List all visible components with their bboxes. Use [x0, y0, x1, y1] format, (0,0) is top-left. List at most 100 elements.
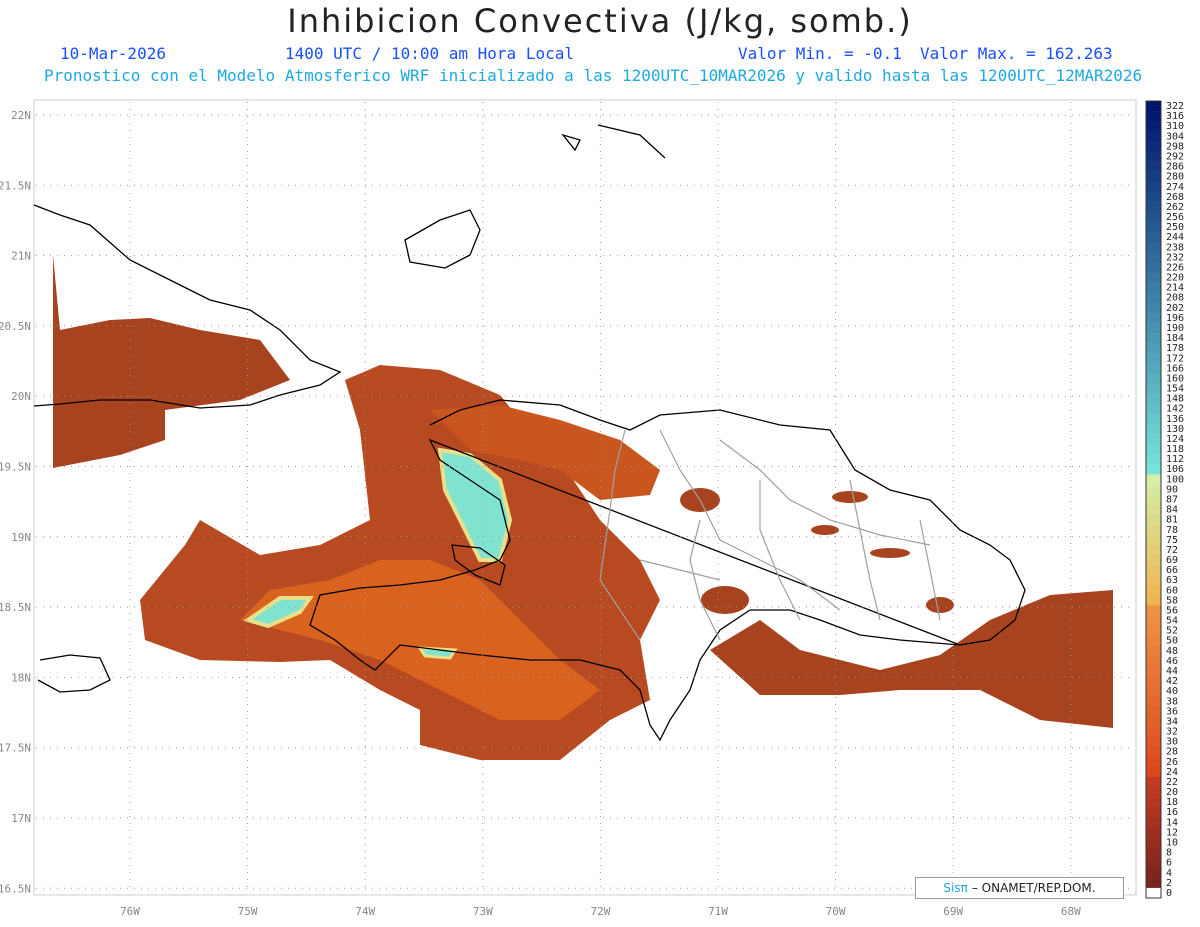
colorbar-label: 274	[1166, 182, 1184, 193]
colorbar-swatch	[1146, 857, 1161, 869]
colorbar-label: 100	[1166, 474, 1184, 485]
colorbar-swatch	[1146, 635, 1161, 647]
colorbar-swatch	[1146, 151, 1161, 162]
colorbar-label: 69	[1166, 555, 1178, 566]
colorbar-label: 75	[1166, 535, 1178, 546]
colorbar-swatch	[1146, 817, 1161, 828]
colorbar-label: 232	[1166, 252, 1184, 263]
colorbar-label: 2	[1166, 878, 1172, 889]
colorbar-label: 0	[1166, 888, 1172, 899]
forecast-label: Pronostico con el Modelo Atmosferico WRF…	[44, 66, 1143, 85]
colorbar-swatch	[1146, 464, 1161, 475]
colorbar-swatch	[1146, 726, 1161, 737]
colorbar-label: 18	[1166, 797, 1178, 808]
lon-label: 74W	[355, 905, 375, 918]
shade-west-sea-inner	[240, 560, 600, 720]
colorbar-label: 46	[1166, 656, 1178, 667]
colorbar-swatch	[1146, 101, 1161, 112]
colorbar-label: 78	[1166, 525, 1178, 536]
colorbar-swatch	[1146, 373, 1161, 384]
colorbar-swatch	[1146, 645, 1161, 657]
colorbar-label: 130	[1166, 424, 1184, 435]
colorbar-label: 238	[1166, 242, 1184, 253]
graticule	[36, 102, 1135, 893]
colorbar-label: 58	[1166, 595, 1178, 606]
colorbar-swatch	[1146, 353, 1161, 364]
colorbar-label: 118	[1166, 444, 1184, 455]
colorbar-swatch	[1146, 111, 1161, 122]
latitude-axis: 22N 21.5N 21N 20.5N 20N 19.5N 19N 18.5N 18N 17.5N…	[0, 109, 31, 895]
colorbar-swatch	[1146, 403, 1161, 415]
lon-label: 71W	[708, 905, 728, 918]
colorbar-label: 40	[1166, 686, 1178, 697]
colorbar-swatch	[1146, 585, 1161, 596]
colorbar-label: 4	[1166, 868, 1172, 879]
colorbar-label: 214	[1166, 283, 1184, 294]
colorbar-swatch	[1146, 494, 1161, 505]
colorbar-swatch	[1146, 433, 1161, 445]
colorbar-label: 166	[1166, 363, 1184, 374]
colorbar-label: 196	[1166, 313, 1184, 324]
colorbar-label: 292	[1166, 151, 1184, 162]
colorbar-swatch	[1146, 665, 1161, 677]
colorbar-swatch	[1146, 595, 1161, 606]
colorbar-swatch	[1146, 776, 1161, 788]
colorbar-swatch	[1146, 686, 1161, 697]
colorbar-label: 184	[1166, 333, 1184, 344]
colorbar-swatch	[1146, 706, 1161, 717]
colorbar-swatch	[1146, 272, 1161, 283]
date-label: 10-Mar-2026	[60, 44, 166, 63]
shade-cyan-west	[243, 596, 314, 629]
min-value-label: Valor Min. = -0.1	[738, 44, 902, 63]
colorbar-label: 280	[1166, 172, 1184, 183]
colorbar-swatch	[1146, 454, 1161, 465]
lat-label: 18N	[11, 671, 31, 684]
colorbar-label: 172	[1166, 353, 1184, 364]
colorbar-swatch	[1146, 766, 1161, 778]
shade-north-haiti	[430, 405, 660, 500]
colorbar-label: 298	[1166, 141, 1184, 152]
colorbar-label: 268	[1166, 192, 1184, 203]
colorbar-label: 90	[1166, 484, 1178, 495]
colorbar-swatch	[1146, 676, 1161, 687]
colorbar-swatch	[1146, 484, 1161, 495]
coast-gonave	[451, 544, 506, 586]
lat-label: 18.5N	[0, 601, 31, 614]
colorbar-swatch	[1146, 877, 1161, 889]
lat-label: 21N	[11, 250, 31, 263]
colorbar-label: 310	[1166, 121, 1184, 132]
colorbar-label: 50	[1166, 636, 1178, 647]
colorbar-label: 322	[1166, 101, 1184, 112]
colorbar-swatch	[1146, 797, 1161, 808]
colorbar-swatch	[1146, 514, 1161, 526]
colorbar-swatch	[1146, 615, 1161, 626]
map-title: Inhibicion Convectiva (J/kg, somb.)	[287, 2, 913, 40]
colorbar-swatch	[1146, 242, 1161, 253]
colorbar-label: 84	[1166, 505, 1178, 516]
colorbar-swatch	[1146, 423, 1161, 435]
colorbar-label: 202	[1166, 303, 1184, 314]
max-value-label: Valor Max. = 162.263	[920, 44, 1113, 63]
colorbar-label: 66	[1166, 565, 1178, 576]
credit-box: Sisπ – ONAMET/REP.DOM.	[915, 877, 1124, 899]
shade-cuba-west	[53, 255, 290, 468]
colorbar-swatch	[1146, 837, 1161, 848]
colorbar-label: 112	[1166, 454, 1184, 465]
colorbar-swatch	[1146, 887, 1161, 899]
colorbar-label: 26	[1166, 757, 1178, 768]
colorbar-swatch	[1146, 746, 1161, 758]
colorbar-swatch	[1146, 121, 1161, 132]
colorbar-label: 34	[1166, 716, 1178, 727]
coast-hispaniola-north	[429, 399, 1026, 646]
colorbar-swatch	[1146, 807, 1161, 818]
colorbar-swatch	[1146, 322, 1161, 334]
sis-logo: Sisπ	[943, 881, 968, 895]
lon-label: 75W	[238, 905, 258, 918]
colorbar-swatch	[1146, 554, 1161, 566]
colorbar-label: 256	[1166, 212, 1184, 223]
colorbar-label: 87	[1166, 495, 1178, 506]
colorbar-label: 38	[1166, 696, 1178, 707]
coast-hispaniola-south	[309, 438, 961, 742]
colorbar-swatch	[1146, 847, 1161, 858]
colorbar-label: 136	[1166, 414, 1184, 425]
